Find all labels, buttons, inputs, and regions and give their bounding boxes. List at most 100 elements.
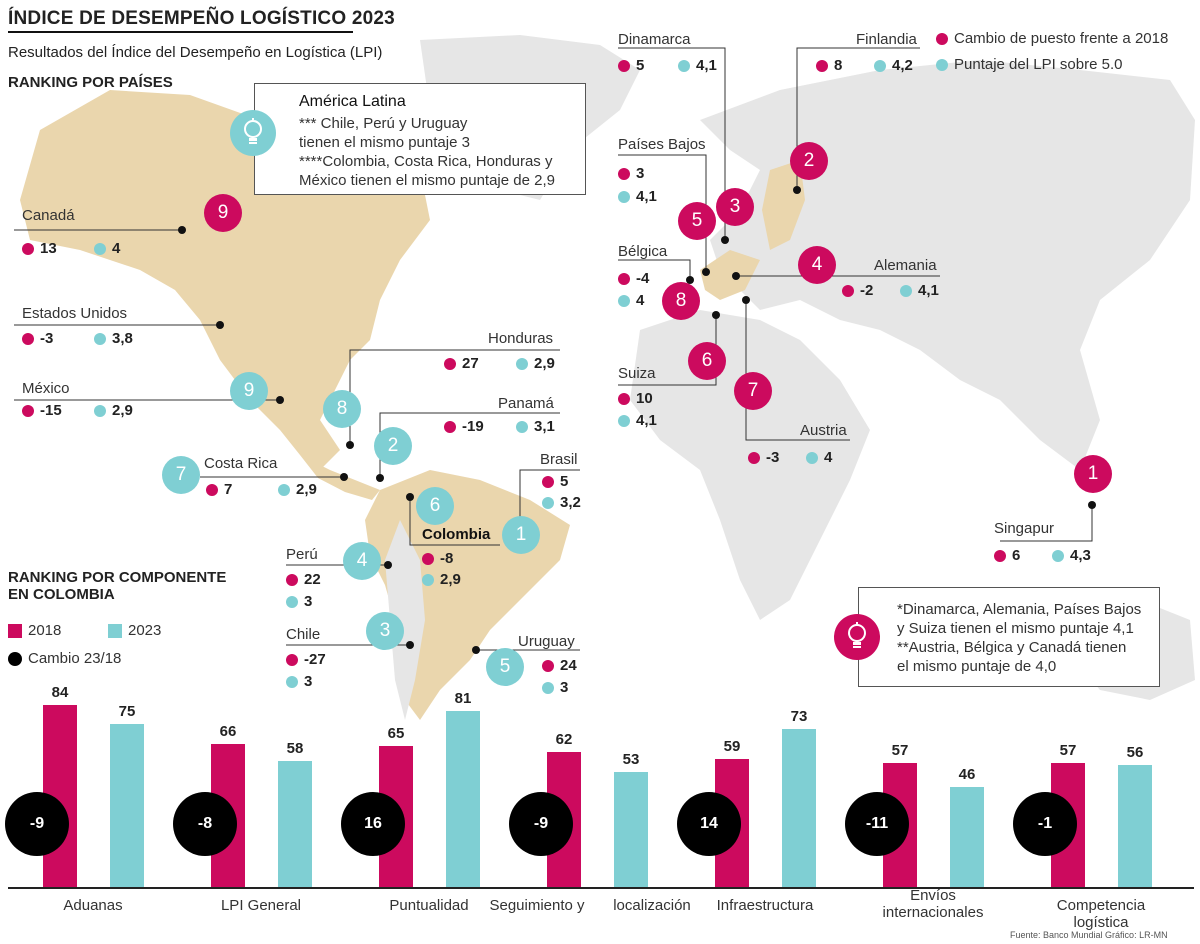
badge-singapur-rank: 1 bbox=[1074, 455, 1112, 493]
bar-value-label: 75 bbox=[118, 703, 136, 721]
legend-rank-change: Cambio de puesto frente a 2018 bbox=[936, 30, 1168, 47]
category-label: Infraestructura bbox=[716, 897, 814, 914]
country-alemania-change: -2 bbox=[842, 282, 873, 299]
country-honduras-score: 2,9 bbox=[516, 355, 555, 372]
country-uruguay-name: Uruguay bbox=[518, 633, 575, 650]
country-panama-change: -19 bbox=[444, 418, 484, 435]
bar-2023-2 bbox=[446, 711, 480, 887]
badge-uruguay-rank: 5 bbox=[486, 648, 524, 686]
section-ranking-countries: RANKING POR PAÍSES bbox=[8, 74, 173, 91]
page-subtitle: Resultados del Índice del Desempeño en L… bbox=[8, 44, 383, 61]
bar-value-label: 46 bbox=[958, 766, 976, 784]
badge-suiza-rank: 6 bbox=[688, 342, 726, 380]
change-badge: 16 bbox=[341, 792, 405, 856]
country-finlandia-score: 4,2 bbox=[874, 57, 913, 74]
badge-honduras-rank: 8 bbox=[323, 390, 361, 428]
bar-2023-6 bbox=[1118, 765, 1152, 887]
country-uruguay-score: 3 bbox=[542, 679, 568, 696]
country-canada-change: 13 bbox=[22, 240, 57, 257]
category-label: Aduanas bbox=[63, 897, 123, 914]
country-suiza-change: 10 bbox=[618, 390, 653, 407]
country-alemania-name: Alemania bbox=[874, 257, 937, 274]
bar-value-label: 58 bbox=[286, 740, 304, 758]
category-label: Seguimiento y bbox=[489, 897, 585, 914]
country-singapur-name: Singapur bbox=[994, 520, 1055, 537]
section-ranking-component: RANKING POR COMPONENTE EN COLOMBIA bbox=[8, 569, 226, 603]
country-colombia-score: 2,9 bbox=[422, 571, 461, 588]
note-eu-line1: *Dinamarca, Alemania, Países Bajos bbox=[897, 601, 1142, 618]
badge-peru-rank: 4 bbox=[343, 542, 381, 580]
category-label: Competencia logística bbox=[1056, 897, 1146, 931]
country-austria-change: -3 bbox=[748, 449, 779, 466]
country-mexico-score: 2,9 bbox=[94, 402, 133, 419]
map-land-finland-highlight bbox=[762, 160, 805, 250]
bar-value-label: 59 bbox=[723, 737, 741, 755]
category-label: LPI General bbox=[220, 897, 302, 914]
source-note: Fuente: Banco Mundial Gráfico: LR-MN bbox=[1010, 930, 1168, 940]
country-brasil-change: 5 bbox=[542, 473, 568, 490]
country-belgica-name: Bélgica bbox=[618, 243, 668, 260]
note-europe: *Dinamarca, Alemania, Países Bajos y Sui… bbox=[858, 587, 1160, 687]
country-belgica-score: 4 bbox=[618, 292, 644, 309]
badge-finlandia-rank: 2 bbox=[790, 142, 828, 180]
country-colombia-change: -8 bbox=[422, 550, 453, 567]
note-latam-line1: *** Chile, Perú y Uruguay bbox=[299, 115, 468, 132]
badge-colombia-rank: 6 bbox=[416, 487, 454, 525]
bar-value-label: 53 bbox=[622, 750, 640, 768]
legend-lpi-score-label: Puntaje del LPI sobre 5.0 bbox=[954, 56, 1123, 73]
map-land-south-america-grey bbox=[385, 520, 425, 720]
category-label: localización bbox=[613, 897, 691, 914]
badge-belgica-rank: 8 bbox=[662, 282, 700, 320]
note-latam-line3: ****Colombia, Costa Rica, Honduras y bbox=[299, 153, 553, 170]
map-land-africa bbox=[630, 310, 870, 620]
bar-value-label: 62 bbox=[555, 731, 573, 749]
badge-canada-rank: 9 bbox=[204, 194, 242, 232]
badge-alemania-rank: 4 bbox=[798, 246, 836, 284]
country-canada-name: Canadá bbox=[22, 207, 75, 224]
bar-2023-0 bbox=[110, 724, 144, 887]
badge-panama-rank: 2 bbox=[374, 427, 412, 465]
badge-costa-rica-rank: 7 bbox=[162, 456, 200, 494]
bar-value-label: 56 bbox=[1126, 744, 1144, 762]
badge-brasil-rank: 1 bbox=[502, 516, 540, 554]
country-mexico-change: -15 bbox=[22, 402, 62, 419]
badge-mexico-rank: 9 bbox=[230, 372, 268, 410]
country-finlandia-name: Finlandia bbox=[856, 31, 917, 48]
country-costa-rica-name: Costa Rica bbox=[204, 455, 278, 472]
country-chile-change: -27 bbox=[286, 651, 326, 668]
country-panama-name: Panamá bbox=[498, 395, 554, 412]
country-finlandia-change: 8 bbox=[816, 57, 842, 74]
section-ranking-component-line1: RANKING POR COMPONENTE bbox=[8, 569, 227, 586]
change-badge: 14 bbox=[677, 792, 741, 856]
country-usa-score: 3,8 bbox=[94, 330, 133, 347]
country-uruguay-change: 24 bbox=[542, 657, 577, 674]
country-brasil-name: Brasil bbox=[540, 451, 578, 468]
category-label: Puntualidad bbox=[389, 897, 469, 914]
note-latam-line2: tienen el mismo puntaje 3 bbox=[299, 134, 470, 151]
country-peru-score: 3 bbox=[286, 593, 312, 610]
country-dinamarca-score: 4,1 bbox=[678, 57, 717, 74]
badge-chile-rank: 3 bbox=[366, 612, 404, 650]
country-honduras-change: 27 bbox=[444, 355, 479, 372]
legend-cyan-dot bbox=[936, 59, 948, 72]
country-brasil-score: 3,2 bbox=[542, 494, 581, 511]
country-costa-rica-score: 2,9 bbox=[278, 481, 317, 498]
title-rule bbox=[8, 31, 353, 33]
note-latam-title: América Latina bbox=[299, 93, 406, 110]
country-costa-rica-change: 7 bbox=[206, 481, 232, 498]
bar-value-label: 57 bbox=[1059, 742, 1077, 760]
country-peru-change: 22 bbox=[286, 571, 321, 588]
note-eu-line4: el mismo puntaje de 4,0 bbox=[897, 658, 1057, 675]
lightbulb-icon bbox=[834, 614, 880, 660]
category-label: Envíos bbox=[910, 887, 956, 904]
country-suiza-score: 4,1 bbox=[618, 412, 657, 429]
country-paises-bajos-change: 3 bbox=[618, 165, 644, 182]
country-alemania-score: 4,1 bbox=[900, 282, 939, 299]
country-paises-bajos-name: Países Bajos bbox=[618, 136, 706, 153]
bar-2023-5 bbox=[950, 787, 984, 887]
country-dinamarca-name: Dinamarca bbox=[618, 31, 691, 48]
bar-value-label: 84 bbox=[51, 683, 69, 701]
bar-value-label: 65 bbox=[387, 724, 405, 742]
legend-2023: 2023 bbox=[108, 622, 161, 639]
legend-lpi-score: Puntaje del LPI sobre 5.0 bbox=[936, 56, 1122, 73]
